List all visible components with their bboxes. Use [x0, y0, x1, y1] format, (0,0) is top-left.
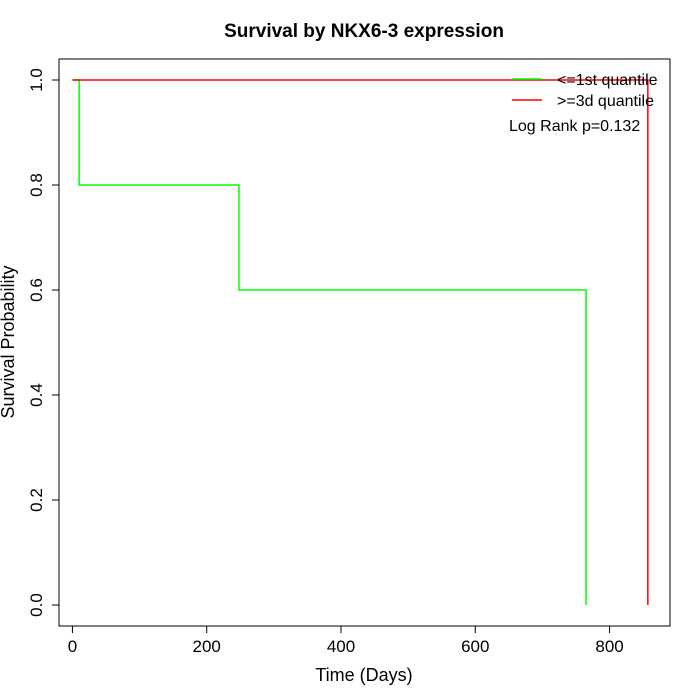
series-line-1 [72, 79, 587, 605]
x-axis-label: Time (Days) [315, 665, 412, 685]
x-tick-label: 600 [461, 637, 489, 656]
legend-label: <=1st quantile [557, 72, 658, 89]
y-axis-label: Survival Probability [0, 265, 18, 418]
x-axis: 0 200 400 600 800 [68, 625, 624, 656]
y-tick-label: 0.4 [27, 383, 46, 407]
y-tick-label: 1.0 [27, 68, 46, 92]
series-layer [72, 79, 649, 605]
y-tick-label: 0.8 [27, 173, 46, 197]
x-tick-label: 400 [327, 637, 355, 656]
x-tick-label: 200 [193, 637, 221, 656]
legend: <=1st quantile >=3d quantile [512, 72, 658, 110]
chart-title: Survival by NKX6-3 expression [224, 21, 504, 42]
y-axis: 0.0 0.2 0.4 0.6 0.8 1.0 [27, 68, 60, 617]
y-tick-label: 0.2 [27, 488, 46, 512]
x-tick-label: 800 [595, 637, 623, 656]
y-tick-label: 0.0 [27, 593, 46, 617]
log-rank-annotation: Log Rank p=0.132 [509, 118, 640, 135]
series-line-2 [72, 79, 649, 605]
y-tick-label: 0.6 [27, 278, 46, 302]
x-tick-label: 0 [68, 637, 77, 656]
legend-label: >=3d quantile [557, 93, 654, 110]
plot-frame [58, 58, 671, 627]
